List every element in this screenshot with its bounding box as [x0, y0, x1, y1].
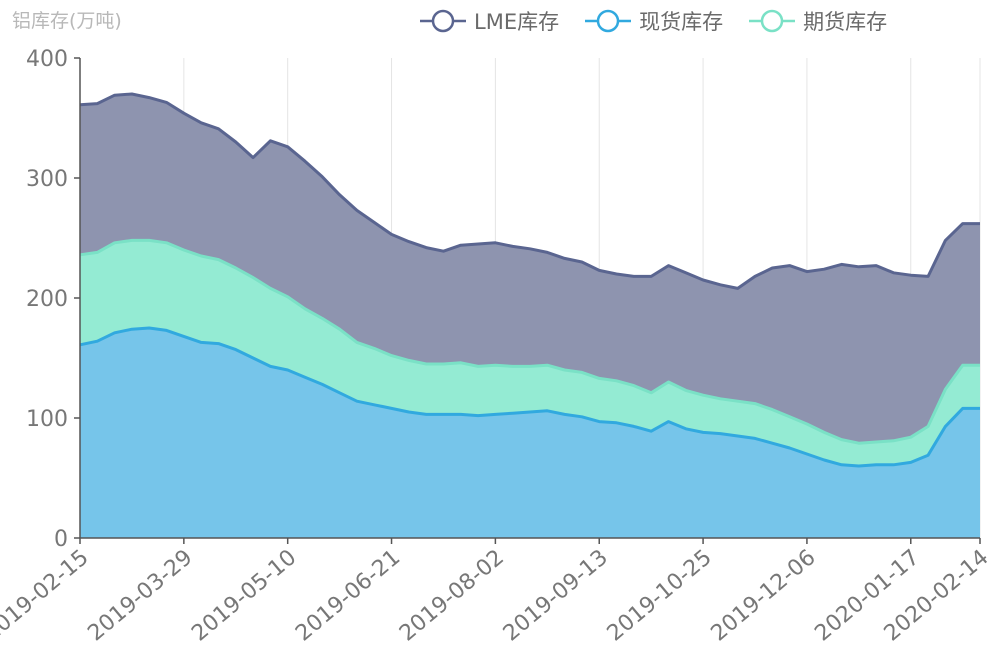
legend-item-futures[interactable]: 期货库存	[749, 6, 887, 36]
legend-futures-label: 期货库存	[803, 10, 888, 34]
y-tick-label: 200	[26, 287, 68, 312]
area-spot	[80, 328, 980, 538]
legend-futures-symbol	[749, 9, 796, 33]
legend-spot-symbol	[585, 9, 632, 33]
y-tick-label: 400	[26, 47, 68, 72]
y-axis-title: 铝库存(万吨)	[12, 10, 122, 32]
x-tick-label: 2019-12-06	[707, 545, 821, 646]
x-tick-label: 2019-02-15	[0, 545, 94, 646]
x-tick-label: 2019-03-29	[83, 545, 197, 646]
lines	[79, 92, 980, 468]
line-spot	[79, 326, 980, 468]
x-tick-label: 2019-08-02	[395, 545, 509, 646]
legend-item-lme[interactable]: LME库存	[420, 6, 559, 36]
x-tick-label: 2019-05-10	[187, 545, 301, 646]
x-tick-label: 2019-06-21	[291, 545, 405, 646]
line-futures	[79, 238, 980, 445]
legend-lme-symbol	[420, 9, 466, 33]
y-tick-label: 0	[54, 527, 68, 552]
y-tick-label: 300	[26, 167, 68, 192]
legend: LME库存 现货库存 期货库存	[420, 6, 887, 36]
areas	[80, 94, 980, 538]
legend-spot-label: 现货库存	[639, 10, 724, 34]
line-lme	[79, 92, 980, 290]
legend-item-spot[interactable]: 现货库存	[585, 6, 723, 36]
x-tick-label: 2019-09-13	[499, 545, 613, 646]
x-tick-label: 2019-10-25	[603, 545, 717, 646]
legend-lme-label: LME库存	[474, 10, 560, 34]
y-tick-label: 100	[26, 407, 68, 432]
